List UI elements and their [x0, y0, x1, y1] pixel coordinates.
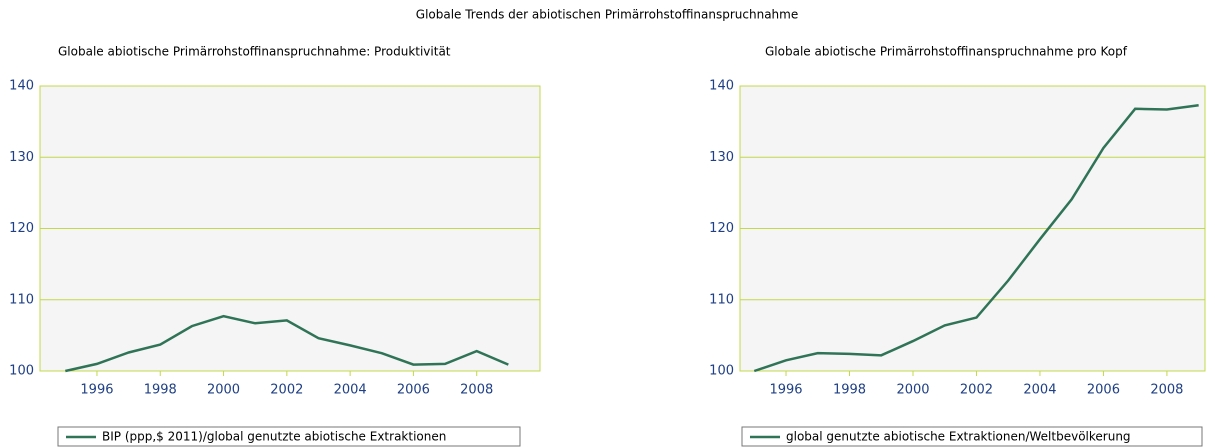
x-tick-label: 2000 [207, 383, 240, 398]
x-tick-label: 2002 [270, 383, 303, 398]
y-tick-label: 140 [709, 79, 734, 94]
y-tick-label: 100 [709, 364, 734, 379]
x-tick-label: 1998 [144, 383, 177, 398]
y-tick-label: 100 [9, 364, 34, 379]
y-tick-label: 130 [709, 150, 734, 165]
legend-box [741, 426, 1203, 447]
x-tick-label: 2006 [1087, 383, 1120, 398]
legend-label: global genutzte abiotische Extraktionen/… [786, 430, 1131, 444]
x-tick-label: 2000 [896, 383, 929, 398]
y-tick-label: 120 [9, 221, 34, 236]
x-tick-label: 2008 [1150, 383, 1183, 398]
legend-box [57, 426, 521, 447]
y-tick-label: 110 [709, 292, 734, 307]
chart-title: Globale abiotische Primärrohstoffinanspr… [765, 45, 1128, 59]
data-line [753, 103, 1199, 373]
x-tick-label: 1996 [80, 383, 113, 398]
x-tick-label: 2004 [1023, 383, 1056, 398]
x-tick-label: 2002 [960, 383, 993, 398]
y-tick-label: 110 [9, 292, 34, 307]
page-title: Globale Trends der abiotischen Primärroh… [416, 8, 798, 22]
x-tick-label: 1996 [769, 383, 802, 398]
chart-title: Globale abiotische Primärrohstoffinanspr… [58, 45, 451, 59]
x-tick-label: 2006 [397, 383, 430, 398]
y-tick-label: 130 [9, 150, 34, 165]
y-tick-label: 120 [709, 221, 734, 236]
y-tick-label: 140 [9, 79, 34, 94]
data-line [65, 314, 509, 373]
x-tick-label: 2004 [334, 383, 367, 398]
x-tick-label: 2008 [460, 383, 493, 398]
x-tick-label: 1998 [833, 383, 866, 398]
legend-label: BIP (ppp,$ 2011)/global genutzte abiotis… [102, 430, 446, 444]
